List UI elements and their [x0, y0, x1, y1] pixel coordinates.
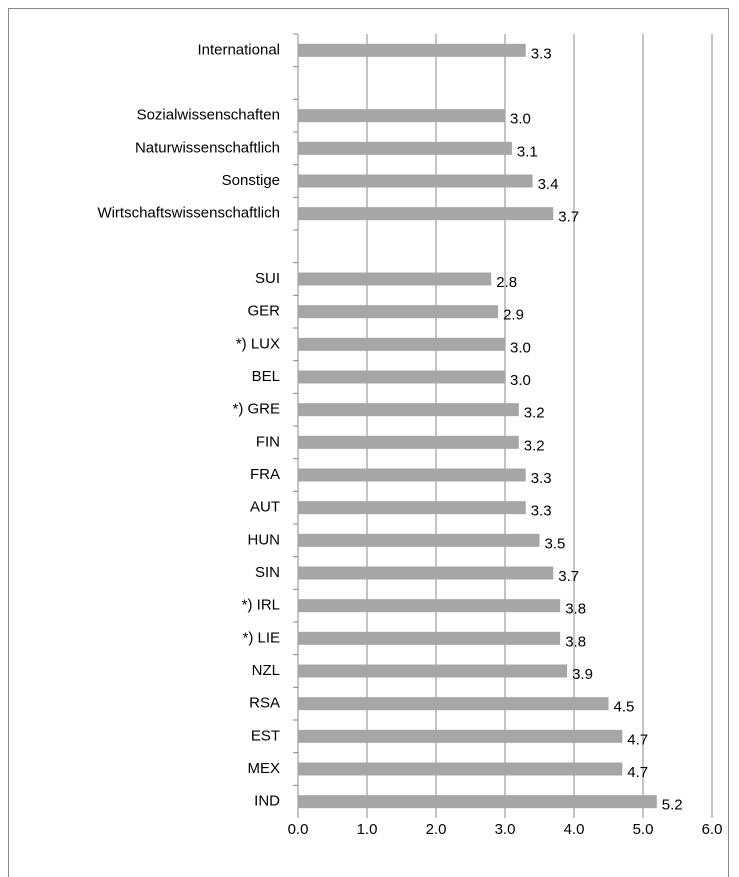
value-label: 3.2 [524, 405, 545, 422]
y-tick-label: *) LIE [242, 629, 280, 646]
value-label: 5.2 [662, 797, 683, 814]
y-tick-label: MEX [247, 760, 280, 777]
bar [298, 337, 505, 351]
value-label: 3.0 [510, 111, 531, 128]
x-tick-label: 1.0 [357, 821, 378, 838]
bar [298, 272, 492, 286]
value-label: 2.9 [503, 307, 524, 324]
value-label: 3.3 [531, 470, 552, 487]
bar [298, 795, 657, 809]
value-label: 3.0 [510, 372, 531, 389]
y-tick-label: Wirtschaftswissenschaftlich [97, 205, 280, 222]
y-tick-label: *) GRE [232, 401, 280, 418]
y-tick-label: IND [254, 793, 280, 810]
y-tick-label: AUT [250, 499, 280, 516]
y-tick-label: Sozialwissenschaften [137, 107, 280, 124]
bar [298, 664, 568, 678]
bar [298, 599, 561, 613]
value-label: 3.8 [565, 633, 586, 650]
value-label: 3.3 [531, 503, 552, 520]
bar [298, 174, 533, 188]
value-label: 3.0 [510, 339, 531, 356]
chart-border [8, 8, 729, 877]
y-tick-label: Sonstige [222, 172, 280, 189]
value-label: 4.7 [627, 731, 648, 748]
value-label: 3.1 [517, 143, 538, 160]
value-label: 3.8 [565, 601, 586, 618]
y-tick-label: SIN [255, 564, 280, 581]
bar [298, 109, 505, 123]
y-tick-label: BEL [252, 368, 280, 385]
bar [298, 697, 609, 711]
y-tick-label: FIN [256, 433, 280, 450]
value-label: 3.7 [558, 568, 579, 585]
x-tick-label: 6.0 [702, 821, 723, 838]
bar [298, 468, 526, 482]
bar [298, 370, 505, 384]
bar [298, 501, 526, 515]
value-label: 3.3 [531, 45, 552, 62]
y-tick-label: SUI [255, 270, 280, 287]
x-tick-label: 2.0 [426, 821, 447, 838]
bar [298, 403, 519, 417]
y-tick-label: HUN [248, 531, 281, 548]
bar [298, 762, 623, 776]
y-tick-label: RSA [249, 695, 280, 712]
bar [298, 207, 554, 221]
value-label: 3.7 [558, 209, 579, 226]
bar [298, 533, 540, 547]
bar [298, 631, 561, 645]
value-label: 4.5 [614, 699, 635, 716]
x-tick-label: 0.0 [288, 821, 309, 838]
value-label: 3.2 [524, 437, 545, 454]
x-tick-label: 5.0 [633, 821, 654, 838]
value-label: 2.8 [496, 274, 517, 291]
y-tick-label: Naturwissenschaftlich [135, 139, 280, 156]
y-tick-label: FRA [250, 466, 280, 483]
x-tick-label: 4.0 [564, 821, 585, 838]
value-label: 4.7 [627, 764, 648, 781]
value-label: 3.5 [545, 535, 566, 552]
bar [298, 435, 519, 449]
bar [298, 43, 526, 57]
y-tick-label: International [197, 41, 280, 58]
y-tick-label: NZL [252, 662, 280, 679]
bar [298, 566, 554, 580]
value-label: 3.4 [538, 176, 559, 193]
y-tick-label: EST [251, 727, 280, 744]
value-label: 3.9 [572, 666, 593, 683]
y-tick-label: *) LUX [236, 335, 280, 352]
bar [298, 305, 499, 319]
y-tick-label: *) IRL [242, 597, 280, 614]
bar [298, 729, 623, 743]
y-tick-label: GER [247, 303, 280, 320]
x-tick-label: 3.0 [495, 821, 516, 838]
bar [298, 141, 512, 155]
